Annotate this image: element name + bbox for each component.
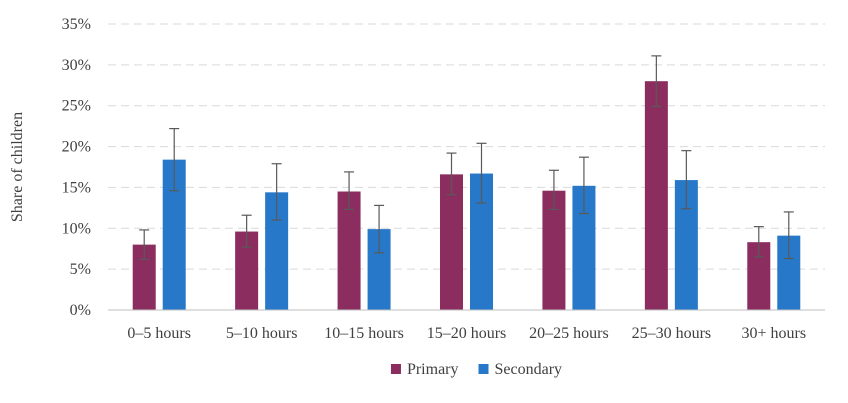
error-bar-secondary-5-10-hours [271, 163, 282, 221]
bar-primary-0-5-hours [132, 244, 156, 310]
bar-primary-25-30-hours [644, 81, 668, 310]
legend-swatch-secondary [478, 364, 489, 374]
y-tick-label-30: 30% [62, 57, 91, 74]
error-bar-primary-25-30-hours [651, 55, 662, 108]
y-tick-label-20: 20% [62, 139, 91, 156]
bar-secondary-15-20-hours [470, 173, 493, 310]
bar-secondary-5-10-hours [265, 192, 289, 310]
x-tick-label-10-15-hours: 10–15 hours [324, 325, 404, 342]
x-axis-tick-labels: 0–5 hours 5–10 hours 10–15 hours 15–20 hour… [127, 325, 806, 342]
error-bar-primary-15-20-hours [446, 152, 457, 196]
bar-primary-20-25-hours [542, 190, 566, 310]
legend-swatch-primary [390, 364, 401, 374]
gridlines [108, 23, 825, 270]
bar-primary-30-hours [747, 242, 771, 310]
x-tick-label-25-30-hours: 25–30 hours [632, 325, 712, 342]
error-bars [139, 55, 794, 260]
error-bar-secondary-20-25-hours [578, 156, 589, 215]
y-tick-label-0: 0% [70, 302, 91, 319]
y-tick-label-35: 35% [62, 16, 91, 33]
error-bar-secondary-0-5-hours [169, 127, 180, 192]
y-tick-label-15: 15% [62, 179, 91, 196]
error-bar-primary-5-10-hours [241, 214, 252, 248]
x-tick-label-5-10-hours: 5–10 hours [226, 325, 298, 342]
error-bar-primary-10-15-hours [344, 171, 355, 211]
error-bar-secondary-10-15-hours [374, 204, 385, 254]
legend-label-primary: Primary [407, 361, 459, 378]
y-tick-label-25: 25% [62, 98, 91, 115]
y-tick-label-10: 10% [62, 220, 91, 237]
error-bar-primary-20-25-hours [548, 169, 559, 211]
x-tick-label-15-20-hours: 15–20 hours [427, 325, 507, 342]
x-tick-label-0-5-hours: 0–5 hours [127, 325, 191, 342]
error-bar-primary-0-5-hours [139, 229, 150, 260]
error-bar-secondary-30-hours [783, 211, 794, 260]
bar-primary-5-10-hours [235, 231, 259, 310]
y-axis-tick-labels: 0% 5% 10% 15% 20% 25% 30% 35% [62, 16, 91, 319]
bar-secondary-0-5-hours [162, 159, 186, 310]
legend-label-secondary: Secondary [495, 361, 563, 378]
error-bar-primary-30-hours [753, 226, 764, 258]
y-tick-label-5: 5% [70, 261, 91, 278]
x-tick-label-30-hours: 30+ hours [741, 325, 806, 342]
error-bar-secondary-15-20-hours [476, 142, 487, 204]
bar-secondary-25-30-hours [674, 180, 698, 310]
error-bar-secondary-25-30-hours [681, 150, 692, 210]
bars [132, 81, 801, 310]
bar-secondary-30-hours [777, 235, 801, 310]
y-axis-title: Share of children [9, 112, 26, 222]
bar-primary-15-20-hours [440, 174, 463, 310]
x-tick-label-20-25-hours: 20–25 hours [529, 325, 609, 342]
legend: Primary Secondary [390, 361, 563, 378]
bar-primary-10-15-hours [337, 191, 361, 310]
bar-secondary-10-15-hours [367, 229, 391, 310]
bar-secondary-20-25-hours [572, 185, 596, 310]
